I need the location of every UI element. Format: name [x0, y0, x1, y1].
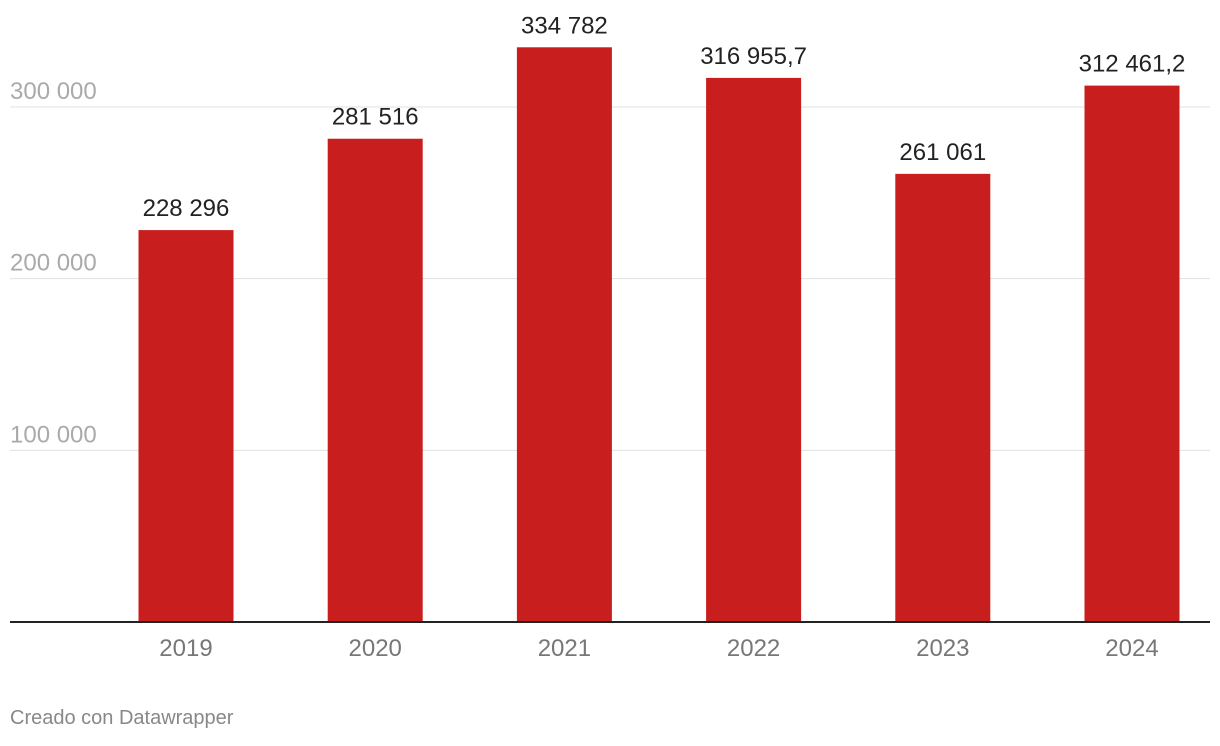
bar-value-label: 334 782	[521, 12, 608, 39]
bar-value-label: 281 516	[332, 104, 419, 131]
bars	[138, 47, 1180, 623]
bar-value-label: 261 061	[899, 139, 986, 166]
bar-2023[interactable]	[895, 173, 991, 622]
x-tick-label: 2019	[159, 635, 212, 662]
x-tick-label: 2024	[1105, 635, 1158, 662]
x-tick-label: 2022	[727, 635, 780, 662]
y-tick-label: 200 000	[10, 250, 97, 277]
footer-credit[interactable]: Creado con Datawrapper	[10, 707, 234, 729]
x-tick-label: 2023	[916, 635, 969, 662]
bar-2022[interactable]	[706, 77, 802, 623]
y-tick-label: 100 000	[10, 421, 97, 448]
bar-2024[interactable]	[1084, 85, 1180, 622]
bar-value-label: 312 461,2	[1079, 51, 1186, 78]
x-tick-label: 2020	[349, 635, 402, 662]
bar-2020[interactable]	[327, 138, 423, 622]
bar-2021[interactable]	[516, 47, 612, 623]
y-tick-label: 300 000	[10, 78, 97, 105]
bar-2019[interactable]	[138, 230, 234, 623]
x-axis-ticks: 2019 2020 2021 2022 2023 2024	[159, 635, 1158, 662]
x-tick-label: 2021	[538, 635, 591, 662]
y-axis-ticks: 100 000 200 000 300 000	[10, 78, 97, 448]
bar-value-label: 316 955,7	[700, 43, 807, 70]
bar-value-label: 228 296	[143, 195, 230, 222]
bar-value-labels: 228 296 281 516 334 782 316 955,7 261 061 312…	[143, 12, 1186, 222]
